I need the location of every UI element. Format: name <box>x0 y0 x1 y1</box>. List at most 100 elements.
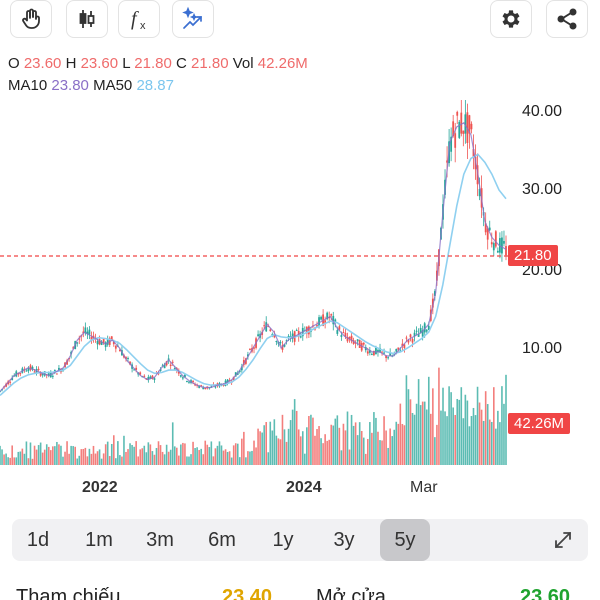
candle-body <box>466 112 469 143</box>
volume-bar <box>19 451 22 465</box>
range-1m-button[interactable]: 1m <box>85 528 113 551</box>
chart-type-button[interactable] <box>66 0 108 38</box>
settings-button[interactable] <box>490 0 532 38</box>
candle-body <box>88 329 91 335</box>
volume-bar <box>334 418 337 465</box>
candle-body <box>143 375 146 377</box>
candle-body <box>291 333 294 339</box>
volume-bar <box>301 431 304 465</box>
volume-bar <box>436 424 438 465</box>
close-value: 21.80 <box>191 55 229 72</box>
volume-bar <box>167 451 170 465</box>
candlestick-icon <box>79 10 95 28</box>
candle-body <box>326 312 329 320</box>
candle-body <box>484 223 487 233</box>
candle-body <box>490 242 493 245</box>
candle-body <box>385 355 388 359</box>
range-3y-button[interactable]: 3y <box>333 528 355 551</box>
volume-bar <box>33 445 36 465</box>
candle-body <box>472 149 475 158</box>
volume-bar <box>440 410 442 465</box>
volume-bar <box>279 439 282 465</box>
volume-bar <box>438 367 440 465</box>
volume-bar <box>247 451 249 465</box>
hand-cursor-button[interactable] <box>10 0 52 38</box>
volume-bar <box>263 425 265 465</box>
candle-body <box>139 372 142 375</box>
volume-bar <box>90 453 93 465</box>
volume-bar <box>427 376 430 465</box>
volume-bar <box>108 456 111 465</box>
volume-bar <box>421 401 424 465</box>
volume-bar <box>430 413 432 465</box>
volume-bar <box>80 449 83 465</box>
volume-bar <box>395 421 398 465</box>
volume-bar <box>243 431 245 465</box>
volume-bar <box>444 411 446 465</box>
volume-bar <box>173 446 176 465</box>
volume-bar <box>304 453 306 465</box>
volume-bar <box>503 403 505 465</box>
volume-bar <box>137 456 139 465</box>
volume-bar <box>214 448 217 465</box>
volume-bar <box>350 414 353 465</box>
candle-body <box>423 323 426 333</box>
volume-bar <box>328 439 331 465</box>
volume-bar <box>419 405 422 465</box>
range-6m-button[interactable]: 6m <box>208 528 236 551</box>
candle-body <box>362 342 365 345</box>
volume-bar <box>310 414 312 465</box>
fullscreen-button[interactable] <box>542 519 584 561</box>
volume-bars <box>0 367 507 465</box>
volume-bar <box>228 451 231 465</box>
candle-body <box>90 336 93 341</box>
volume-bar <box>224 449 227 465</box>
candle-body <box>247 354 249 357</box>
volume-bar <box>232 445 235 465</box>
open-price-label: Mở cửa <box>316 586 386 600</box>
range-1y-button[interactable]: 1y <box>272 528 294 551</box>
candle-body <box>283 344 286 347</box>
candle-body <box>505 246 507 256</box>
candle-body <box>458 121 461 138</box>
volume-bar <box>37 445 40 465</box>
chart-toolbar: f x <box>0 0 600 44</box>
volume-bar <box>13 457 16 465</box>
range-5y-button[interactable]: 5y <box>380 519 430 561</box>
volume-bar <box>367 438 369 465</box>
volume-bar <box>377 431 379 465</box>
range-1d-button[interactable]: 1d <box>26 528 50 551</box>
volume-bar <box>393 429 396 465</box>
auto-pattern-button[interactable] <box>172 0 214 38</box>
volume-bar <box>121 456 123 465</box>
volume-bar <box>373 412 375 465</box>
volume-bar <box>5 453 7 465</box>
range-3m-button[interactable]: 3m <box>146 528 174 551</box>
candle-body <box>173 368 176 371</box>
candle-body <box>401 343 404 347</box>
low-label: L <box>122 55 131 72</box>
volume-bar <box>60 445 62 465</box>
volume-bar <box>7 457 9 465</box>
volume-bar <box>39 442 42 465</box>
candle-body <box>460 112 463 134</box>
candle-body <box>58 367 60 370</box>
volume-bar <box>27 458 30 465</box>
share-button[interactable] <box>546 0 588 38</box>
candle-body <box>468 115 471 134</box>
volume-bar <box>135 441 137 465</box>
volume-bar <box>76 458 79 465</box>
volume-bar <box>210 441 213 465</box>
open-value: 23.60 <box>23 55 62 72</box>
svg-text:f: f <box>131 8 139 30</box>
indicators-button[interactable]: f x <box>118 0 160 38</box>
volume-bar <box>346 411 349 465</box>
volume-bar <box>476 386 479 465</box>
candle-body <box>114 345 117 349</box>
volume-bar <box>432 388 434 465</box>
price-chart[interactable] <box>0 100 600 510</box>
candle-body <box>387 357 390 359</box>
candle-body <box>419 327 422 334</box>
volume-bar <box>403 425 406 465</box>
volume-bar <box>98 449 101 465</box>
